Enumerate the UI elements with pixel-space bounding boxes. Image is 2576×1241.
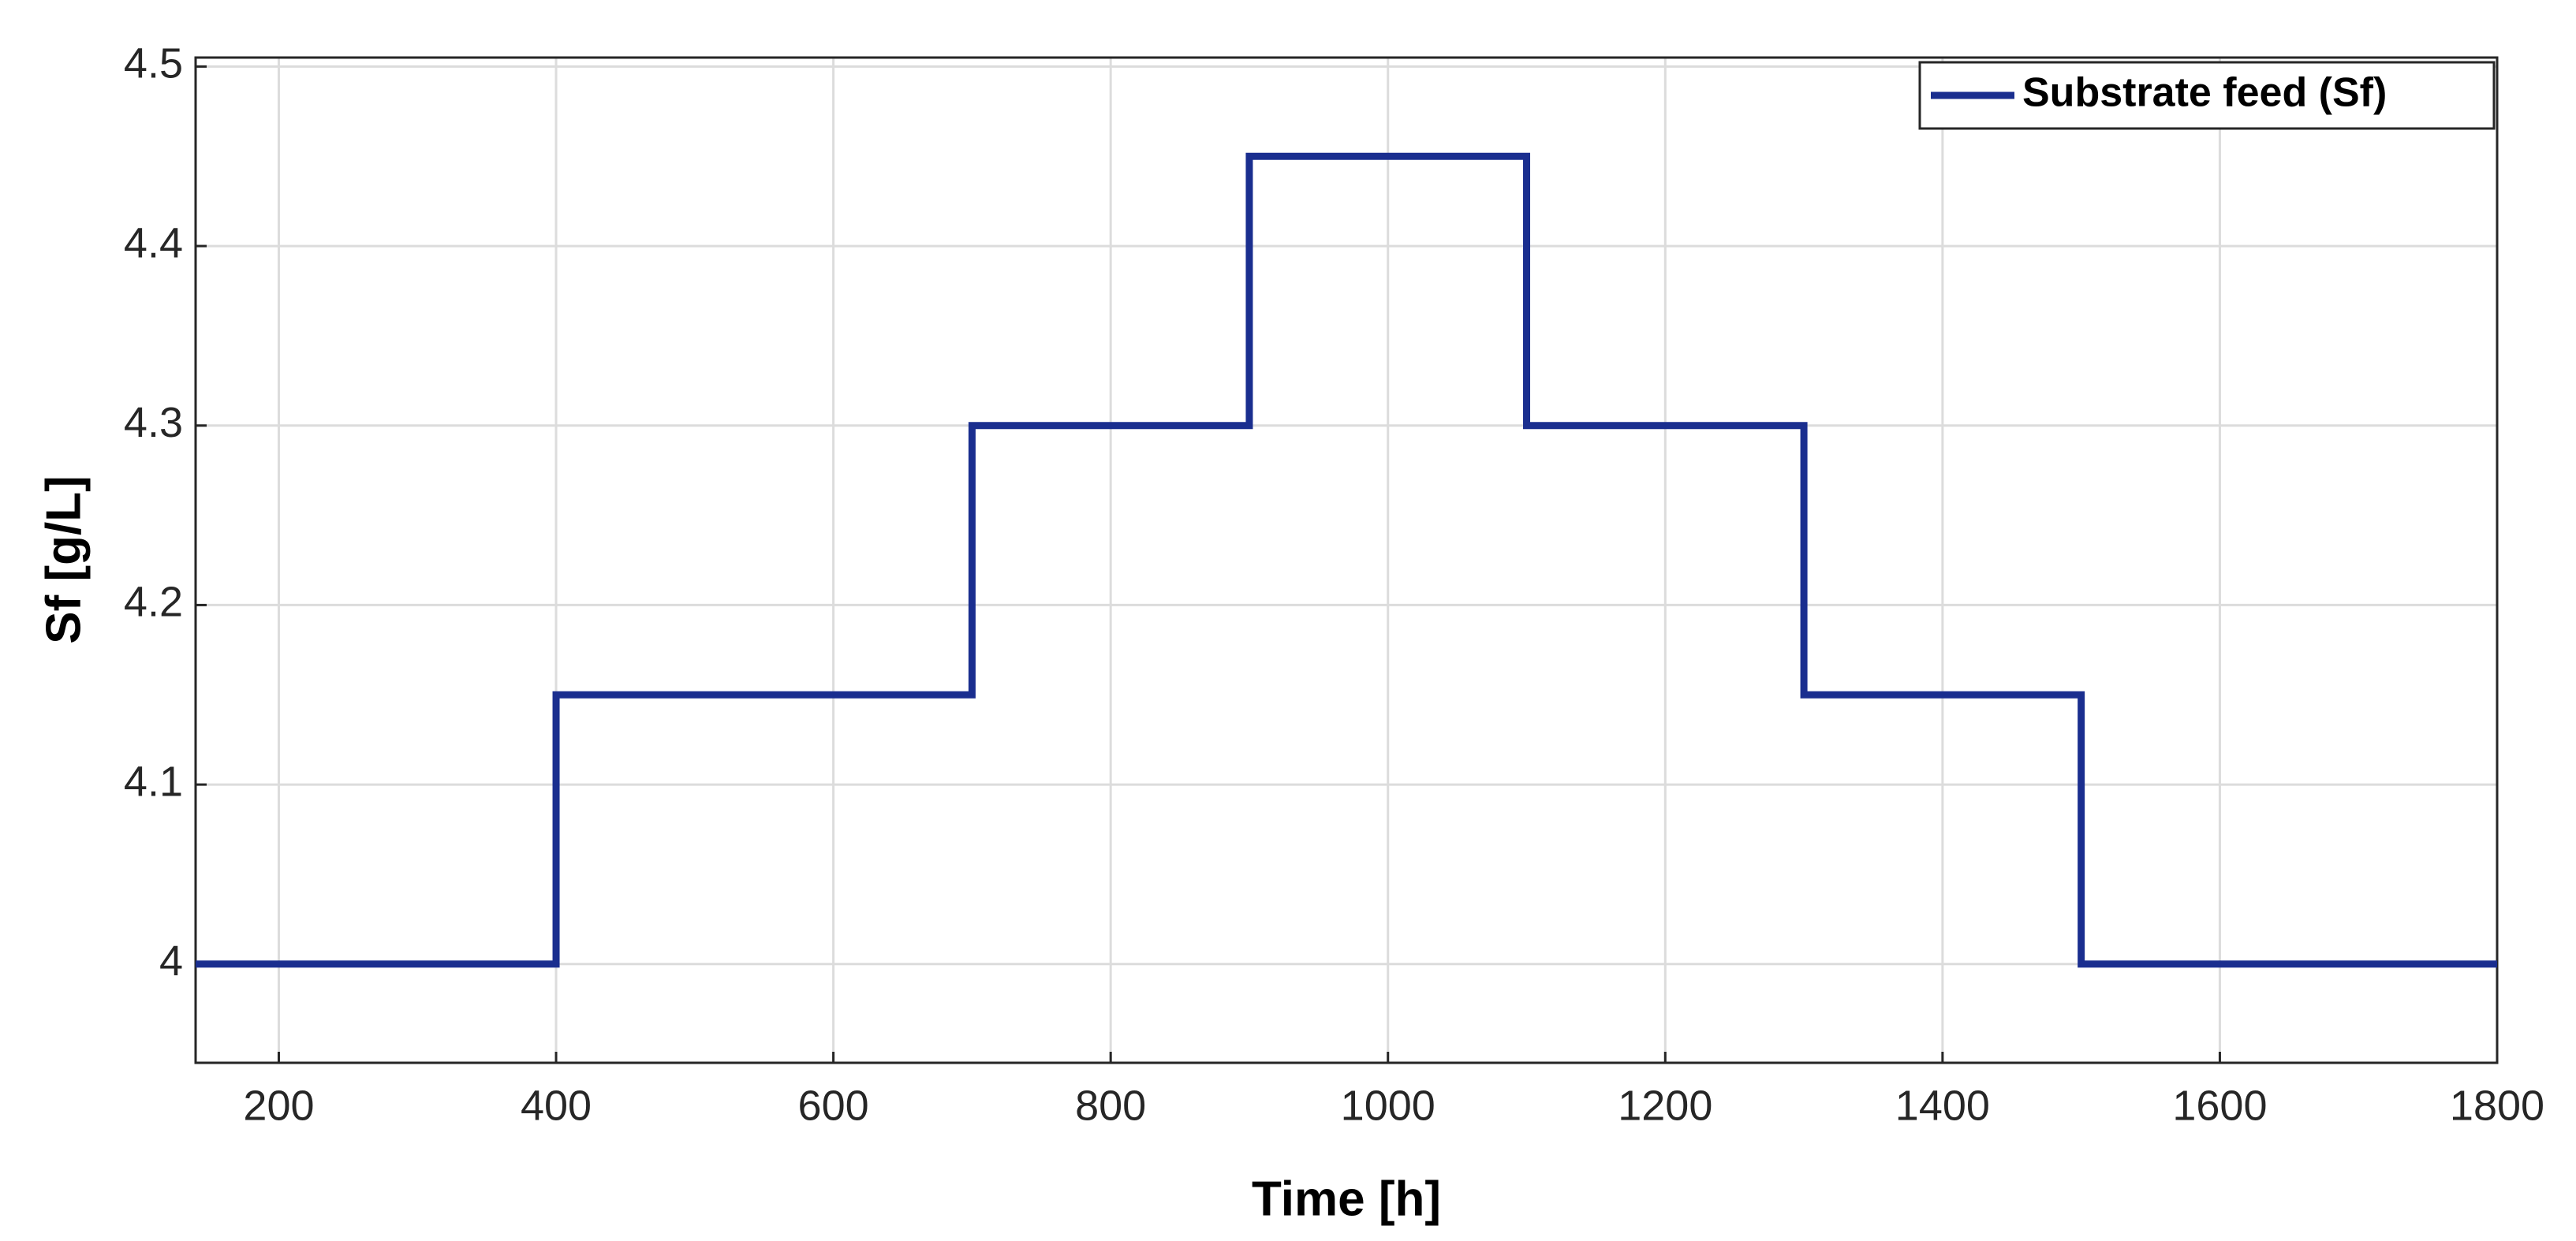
x-tick-label: 1200 xyxy=(1618,1082,1712,1129)
y-tick-label: 4.4 xyxy=(124,219,183,266)
plot-frame xyxy=(194,56,2499,1064)
y-tick-label: 4.2 xyxy=(124,579,183,626)
x-tick-label: 1600 xyxy=(2172,1082,2267,1129)
y-tick-label: 4.3 xyxy=(124,399,183,446)
y-tick-label: 4.5 xyxy=(124,40,183,88)
y-axis-label: Sf [g/L] xyxy=(36,475,91,644)
y-tick-label: 4.1 xyxy=(124,758,183,805)
x-tick-label: 1800 xyxy=(2450,1082,2544,1129)
legend-box xyxy=(1918,61,2496,130)
plot-area xyxy=(196,58,2497,1063)
data-line xyxy=(196,152,2497,968)
x-tick-label: 1400 xyxy=(1895,1082,1990,1129)
x-tick-label: 600 xyxy=(798,1082,869,1129)
y-tick-label: 4 xyxy=(159,937,183,985)
x-tick-label: 400 xyxy=(521,1082,592,1129)
x-axis-label: Time [h] xyxy=(1252,1172,1441,1226)
legend-label: Substrate feed (Sf) xyxy=(2022,70,2387,116)
x-tick-label: 1000 xyxy=(1341,1082,1435,1129)
x-tick-label: 800 xyxy=(1075,1082,1146,1129)
x-tick-label: 200 xyxy=(243,1082,314,1129)
